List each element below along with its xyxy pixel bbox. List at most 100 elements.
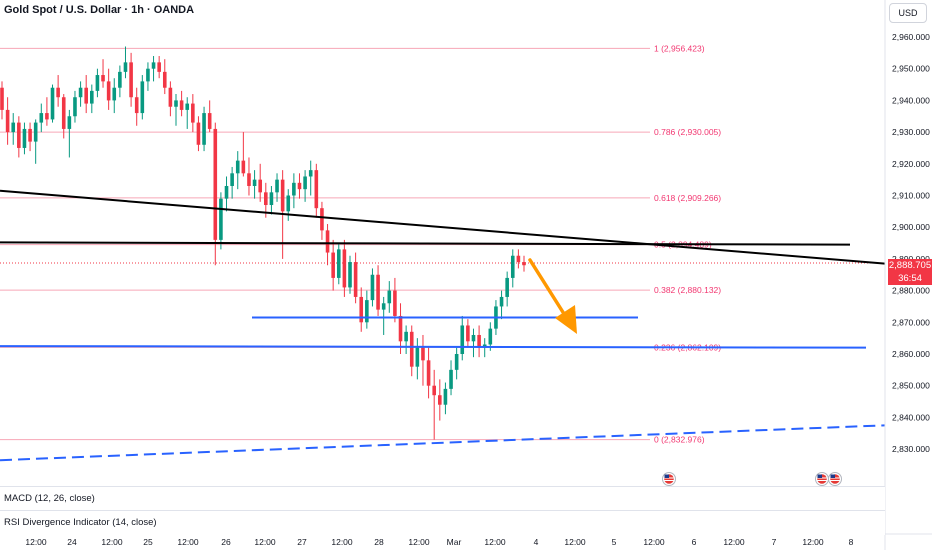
price-tick-label: 2,890.000 bbox=[892, 254, 930, 264]
candle bbox=[90, 84, 94, 114]
time-tick-label: 28 bbox=[374, 537, 384, 547]
candle bbox=[370, 268, 375, 307]
candle-body bbox=[129, 62, 133, 98]
price-tick-label: 2,910.000 bbox=[892, 191, 930, 201]
forecast-arrow-head[interactable] bbox=[555, 305, 577, 334]
candle-body bbox=[387, 290, 392, 304]
candle bbox=[466, 319, 470, 348]
candle-body bbox=[393, 290, 397, 316]
candle bbox=[95, 68, 100, 98]
candle-body bbox=[443, 388, 448, 405]
macd-label: MACD (12, 26, close) bbox=[4, 493, 95, 504]
time-tick-label: 12:00 bbox=[723, 537, 745, 547]
time-tick-label: 24 bbox=[67, 537, 77, 547]
candle-body bbox=[426, 360, 431, 386]
candle-body bbox=[353, 262, 358, 297]
time-tick-label: Mar bbox=[447, 537, 462, 547]
candle-body bbox=[207, 113, 212, 129]
candle bbox=[202, 106, 206, 152]
last-price-value: 2,888.705 bbox=[888, 260, 932, 271]
price-tick-label: 2,850.000 bbox=[892, 381, 930, 391]
candle bbox=[56, 75, 60, 107]
candle-body bbox=[241, 160, 246, 174]
candle bbox=[140, 75, 145, 120]
candle bbox=[522, 255, 526, 272]
us-flag-event-icon[interactable] bbox=[662, 472, 676, 486]
price-axis[interactable]: 2,960.000 2,950.000 2,940.000 2,930.000 2,92… bbox=[892, 32, 930, 454]
candle-body bbox=[162, 71, 167, 88]
candle bbox=[314, 163, 319, 218]
candle-body bbox=[438, 395, 442, 405]
candle bbox=[22, 122, 27, 155]
candle bbox=[258, 163, 262, 202]
candle-body bbox=[365, 300, 369, 323]
horizontal-resistance[interactable] bbox=[0, 241, 851, 246]
rsi-pane[interactable]: RSI Divergence Indicator (14, close) bbox=[0, 510, 885, 535]
candle bbox=[174, 94, 178, 126]
macd-pane[interactable]: MACD (12, 26, close) bbox=[0, 486, 885, 511]
candle bbox=[123, 46, 128, 79]
candle bbox=[292, 173, 296, 209]
time-tick-label: 12:00 bbox=[643, 537, 665, 547]
candle bbox=[224, 176, 229, 212]
candle-body bbox=[0, 87, 4, 110]
candle-body bbox=[202, 113, 206, 145]
time-tick-label: 12:00 bbox=[564, 537, 586, 547]
candle bbox=[348, 255, 352, 294]
candle bbox=[213, 122, 218, 266]
price-tick-label: 2,920.000 bbox=[892, 159, 930, 169]
time-tick-label: 6 bbox=[692, 537, 697, 547]
us-flag-event-icon[interactable] bbox=[815, 472, 829, 486]
support-long[interactable] bbox=[0, 345, 867, 349]
candle-body bbox=[95, 75, 100, 91]
candle bbox=[118, 65, 122, 98]
bar-countdown: 36:54 bbox=[898, 273, 922, 284]
price-tick-label: 2,960.000 bbox=[892, 32, 930, 42]
candle-body bbox=[499, 296, 504, 307]
candle bbox=[286, 189, 291, 221]
drawn-lines[interactable] bbox=[0, 189, 886, 462]
economic-events[interactable] bbox=[662, 472, 842, 486]
candle bbox=[207, 100, 212, 133]
candle-body bbox=[308, 170, 313, 177]
candle bbox=[241, 132, 246, 177]
candle bbox=[219, 192, 223, 250]
rising-support[interactable] bbox=[0, 424, 886, 462]
candle-body bbox=[134, 97, 139, 114]
candle bbox=[365, 290, 369, 329]
candle bbox=[505, 271, 509, 307]
candle-body bbox=[78, 87, 83, 98]
time-tick-label: 8 bbox=[849, 537, 854, 547]
time-tick-label: 12:00 bbox=[177, 537, 199, 547]
candle-body bbox=[106, 81, 111, 101]
price-tick-label: 2,900.000 bbox=[892, 222, 930, 232]
candle bbox=[454, 347, 459, 380]
candle-body bbox=[398, 315, 403, 342]
candle-body bbox=[505, 277, 509, 297]
forecast-arrow[interactable] bbox=[528, 258, 577, 334]
candle-body bbox=[269, 192, 274, 206]
us-flag-event-icon[interactable] bbox=[828, 472, 842, 486]
candle-body bbox=[471, 334, 476, 342]
candle-body bbox=[146, 68, 150, 82]
candle bbox=[11, 113, 16, 145]
candle-body bbox=[157, 62, 161, 72]
time-tick-label: 12:00 bbox=[25, 537, 47, 547]
symbol-title: Gold Spot / U.S. Dollar · 1h · OANDA bbox=[4, 4, 195, 16]
currency-button[interactable]: USD bbox=[889, 3, 927, 23]
candle-body bbox=[247, 173, 251, 186]
candle-body bbox=[45, 113, 49, 120]
candle bbox=[393, 277, 397, 323]
time-axis[interactable]: 12:00 24 12:00 25 12:00 26 12:00 27 12:00 28 12:00… bbox=[0, 533, 932, 547]
candle-body bbox=[275, 179, 279, 193]
price-tick-label: 2,880.000 bbox=[892, 286, 930, 296]
candle-body bbox=[415, 347, 420, 367]
forecast-arrow-shaft[interactable] bbox=[528, 258, 568, 319]
last-price-tag: 2,888.705 36:54 bbox=[888, 259, 932, 285]
candle-body bbox=[466, 325, 470, 342]
descending-trendline[interactable] bbox=[0, 189, 886, 265]
rsi-label: RSI Divergence Indicator (14, close) bbox=[4, 517, 157, 528]
candle bbox=[191, 94, 195, 133]
candle bbox=[39, 103, 44, 133]
